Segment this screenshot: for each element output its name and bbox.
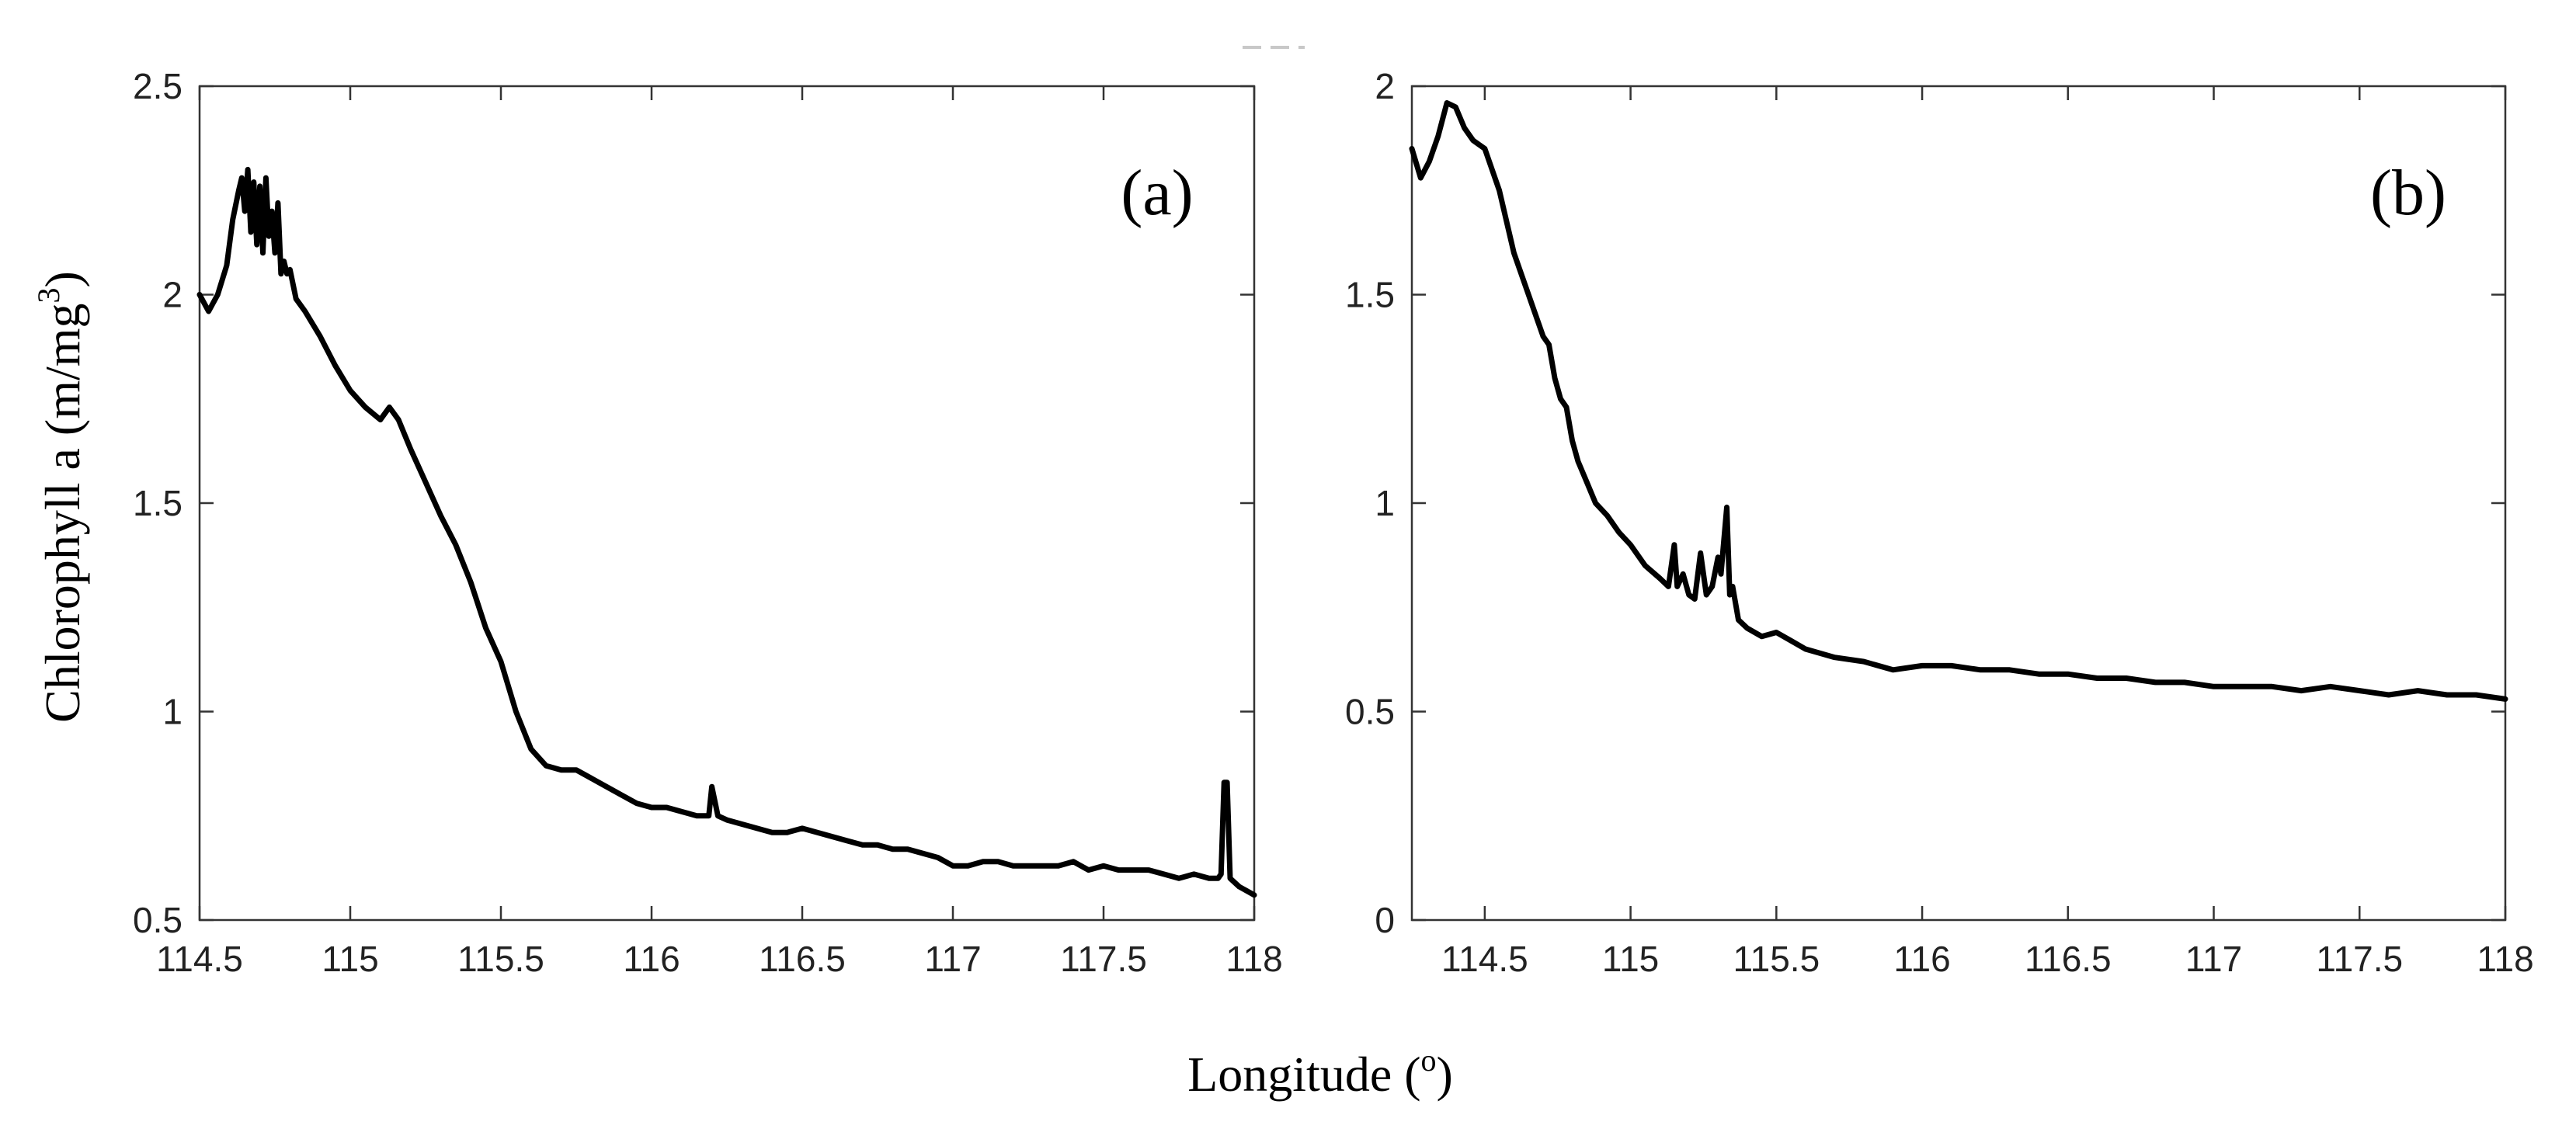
- series-line-b-0: [1409, 100, 2508, 702]
- y-tick-label-b: 1.5: [1345, 275, 1395, 315]
- panel-label-b: (b): [2370, 157, 2446, 229]
- x-tick-label-b: 115: [1602, 939, 1659, 979]
- x-tick-label-b: 115.5: [1733, 939, 1820, 979]
- x-tick-label-b: 114.5: [1441, 939, 1528, 979]
- y-tick-label-a: 0.5: [133, 900, 183, 940]
- axes-frame-b: [1410, 85, 2507, 922]
- y-tick-label-b: 0: [1375, 900, 1395, 940]
- y-tick-label-a: 2.5: [133, 66, 183, 106]
- x-tick-label-b: 118: [2477, 939, 2533, 979]
- x-tick-label-b: 117.5: [2316, 939, 2403, 979]
- panel-label-a: (a): [1121, 157, 1193, 229]
- x-tick-label-a: 117.5: [1060, 939, 1147, 979]
- y-tick-label-a: 2: [162, 275, 183, 315]
- x-tick-label-a: 116: [623, 939, 680, 979]
- y-axis-title: Chlorophyll a (m/mg3): [31, 271, 90, 723]
- x-tick-label-b: 116: [1893, 939, 1950, 979]
- x-axis-title: Longitude (o): [1187, 1043, 1453, 1102]
- y-tick-label-b: 1: [1375, 483, 1395, 523]
- x-tick-label-b: 117: [2185, 939, 2242, 979]
- series-line-a-0: [196, 166, 1257, 898]
- x-tick-label-a: 116.5: [759, 939, 846, 979]
- y-tick-label-a: 1: [162, 692, 183, 732]
- axes-frame-a: [198, 85, 1256, 922]
- x-tick-label-a: 117: [924, 939, 981, 979]
- chart-panel-b: 0 0.5 1 1.5 2 114.5 115 115.5 116 116.5 117 117.5 11…: [1345, 66, 2534, 979]
- y-tick-label-b: 0.5: [1345, 692, 1395, 732]
- chart-panel-a: 0.5 1 1.5 2 2.5 114.5 115 115.5 116 116.5 117 117.5…: [133, 66, 1283, 979]
- x-tick-label-b: 116.5: [2025, 939, 2112, 979]
- x-tick-label-a: 115: [322, 939, 378, 979]
- x-tick-label-a: 114.5: [156, 939, 243, 979]
- x-axis-title-superscript: o: [1421, 1043, 1437, 1078]
- x-axis-title-close: ): [1437, 1047, 1453, 1102]
- x-tick-label-a: 115.5: [457, 939, 544, 979]
- y-tick-label-a: 1.5: [133, 483, 183, 523]
- y-axis-title-close: ): [35, 271, 90, 287]
- y-tick-label-b: 2: [1375, 66, 1395, 106]
- y-axis-title-superscript: 3: [31, 287, 66, 303]
- x-tick-label-a: 118: [1225, 939, 1282, 979]
